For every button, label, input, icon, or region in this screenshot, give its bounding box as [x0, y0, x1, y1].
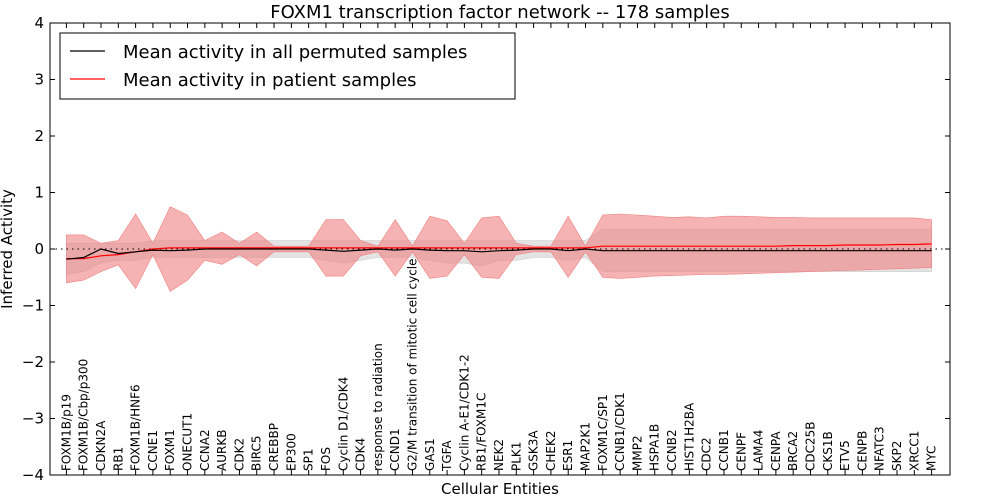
x-tick-label: response to radiation: [371, 343, 385, 471]
x-tick-label: LAMA4: [752, 430, 766, 471]
x-tick-label: RB1/FOXM1C: [475, 393, 489, 471]
x-tick-label: TGFA: [440, 440, 454, 472]
x-tick-label: BRCA2: [786, 431, 800, 471]
x-tick-label: CENPB: [855, 431, 869, 471]
series-line-1: [66, 243, 932, 260]
x-tick-label: GSK3A: [527, 430, 541, 471]
y-tick-label: 1: [34, 184, 44, 202]
x-tick-label: CREBBP: [267, 423, 281, 471]
series-line-0: [66, 248, 932, 260]
x-tick-label: SP1: [302, 449, 316, 472]
x-tick-label: NEK2: [492, 439, 506, 471]
series-band-1: [66, 206, 932, 292]
y-tick-label: −1: [22, 297, 44, 315]
x-tick-label: PLK1: [509, 442, 523, 471]
x-tick-label: CCNA2: [198, 429, 212, 471]
y-tick-label: −3: [22, 410, 44, 428]
x-tick-label: ETV5: [838, 440, 852, 471]
x-tick-label: GAS1: [423, 438, 437, 471]
x-tick-label: FOXM1C/SP1: [596, 394, 610, 471]
x-tick-label: FOXM1: [163, 429, 177, 471]
x-tick-label: FOXM1B/HNF6: [129, 384, 143, 471]
x-axis: FOXM1B/p19 FOXM1B/Cbp/p300 CDKN2A RB1 FOXM1B…: [59, 23, 939, 475]
x-tick-label: CENPF: [734, 432, 748, 471]
x-axis-label: Cellular Entities: [441, 480, 559, 498]
x-tick-label: MAP2K1: [579, 422, 593, 471]
legend-box: [59, 32, 516, 100]
x-tick-label: SKP2: [890, 441, 904, 471]
y-axis: −4 −3 −2 −1 0 1 2 3 4: [22, 14, 950, 484]
y-tick-label: 0: [34, 240, 44, 258]
x-tick-label: CHEK2: [544, 431, 558, 472]
x-tick-label: CCND1: [388, 428, 402, 471]
legend-label-patient: Mean activity in patient samples: [123, 70, 417, 91]
x-tick-label: CKS1B: [821, 431, 835, 471]
x-tick-label: NFATC3: [873, 426, 887, 471]
x-tick-label: EP300: [284, 433, 298, 471]
legend: Mean activity in all permuted samples Me…: [59, 32, 516, 100]
x-tick-label: CCNB1/CDK1: [613, 392, 627, 471]
x-tick-label: FOXM1B/Cbp/p300: [77, 359, 91, 471]
x-tick-label: G2/M transition of mitotic cell cycle: [406, 258, 420, 471]
x-tick-label: ONECUT1: [181, 413, 195, 471]
y-tick-label: −2: [22, 353, 44, 371]
x-tick-label: HIST1H2BA: [682, 402, 696, 471]
x-tick-label: Cyclin A-E1/CDK1-2: [457, 354, 471, 471]
x-tick-label: CCNB1: [717, 429, 731, 471]
x-tick-label: CDK4: [354, 438, 368, 471]
legend-label-permuted: Mean activity in all permuted samples: [123, 42, 467, 63]
x-tick-label: CDKN2A: [94, 420, 108, 471]
x-tick-label: CDK2: [232, 438, 246, 471]
x-tick-label: CDC2: [700, 437, 714, 471]
y-tick-label: 4: [34, 14, 44, 32]
x-tick-label: ESR1: [561, 440, 575, 471]
x-tick-label: Cyclin D1/CDK4: [336, 377, 350, 471]
y-tick-label: −4: [22, 466, 44, 484]
x-tick-label: HSPA1B: [648, 424, 662, 471]
x-tick-label: CCNE1: [146, 430, 160, 471]
x-tick-label: BIRC5: [250, 435, 264, 471]
y-tick-label: 3: [34, 71, 44, 89]
y-axis-label: Inferred Activity: [0, 189, 16, 309]
x-tick-label: MYC: [925, 446, 939, 471]
x-tick-label: FOXM1B/p19: [59, 394, 73, 471]
x-tick-label: CDC25B: [804, 422, 818, 472]
x-tick-label: AURKB: [215, 430, 229, 471]
x-tick-label: CCNB2: [665, 429, 679, 471]
series-lines: [66, 243, 932, 260]
x-tick-label: MMP2: [630, 435, 644, 471]
chart-title: FOXM1 transcription factor network -- 17…: [270, 2, 730, 23]
y-tick-label: 2: [34, 127, 44, 145]
x-tick-label: CENPA: [769, 431, 783, 471]
x-tick-label: RB1: [111, 447, 125, 471]
x-tick-label: XRCC1: [907, 431, 921, 471]
x-tick-label: FOS: [319, 447, 333, 471]
confidence-bands: [66, 206, 932, 292]
